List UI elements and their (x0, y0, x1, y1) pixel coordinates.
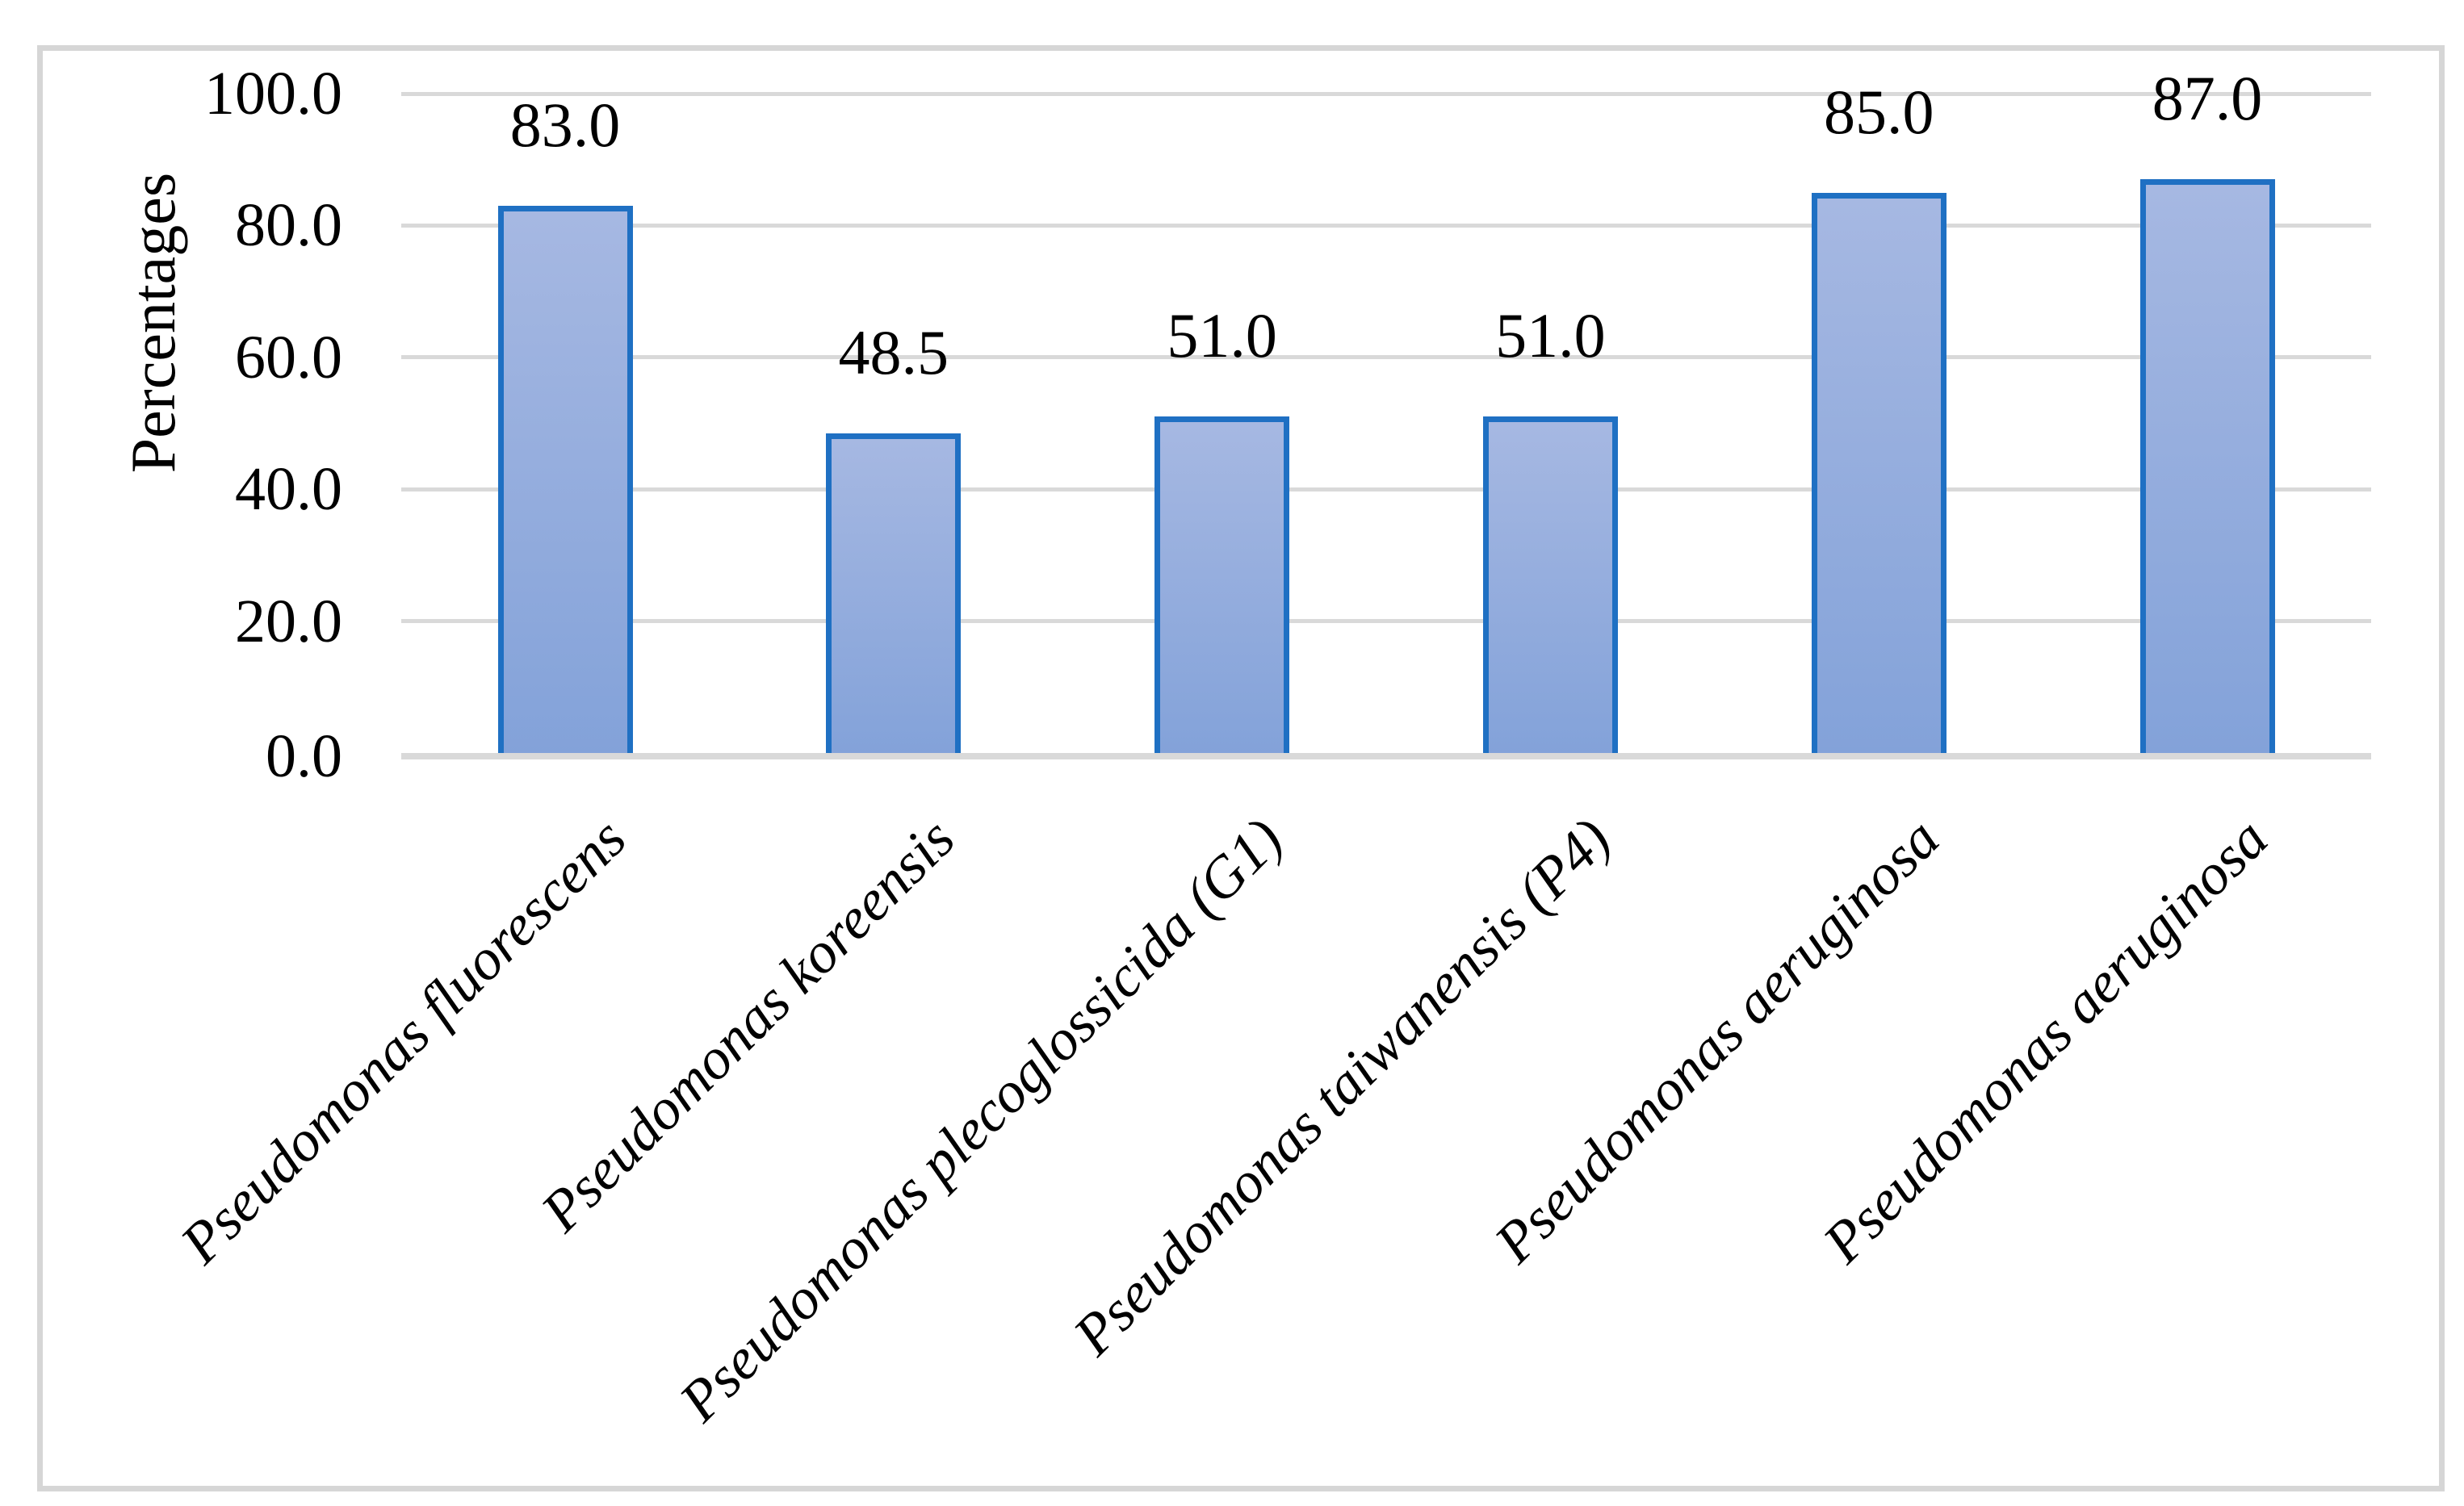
bar (1154, 416, 1290, 753)
bar-value-label: 85.0 (1823, 76, 1934, 147)
chart-frame (37, 45, 2445, 1491)
y-tick-label: 80.0 (235, 191, 342, 260)
bar-value-label: 51.0 (1167, 300, 1277, 371)
y-tick-label: 60.0 (235, 323, 342, 391)
bar-value-label: 83.0 (509, 89, 621, 160)
bar (826, 433, 962, 753)
y-tick-label: 100.0 (204, 60, 342, 128)
bar (1482, 416, 1618, 753)
gridline (401, 619, 2371, 624)
gridline (401, 487, 2371, 492)
x-axis-line (401, 753, 2371, 759)
gridline (401, 91, 2371, 96)
gridline (401, 355, 2371, 360)
bar-value-label: 48.5 (838, 316, 949, 387)
bar (1811, 192, 1946, 753)
y-tick-label: 20.0 (235, 587, 342, 655)
bar (497, 205, 633, 753)
bar-value-label: 51.0 (1495, 300, 1606, 371)
gridline (401, 223, 2371, 228)
y-tick-label: 40.0 (235, 455, 342, 524)
y-tick-label: 0.0 (266, 722, 342, 790)
bar (2139, 179, 2275, 753)
bar-value-label: 87.0 (2152, 63, 2263, 134)
